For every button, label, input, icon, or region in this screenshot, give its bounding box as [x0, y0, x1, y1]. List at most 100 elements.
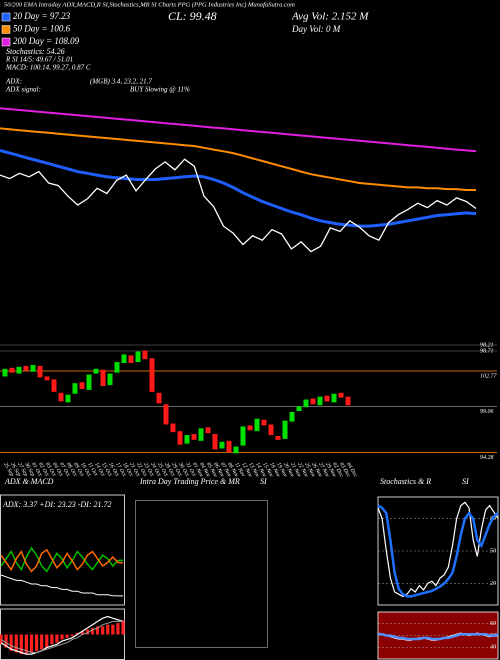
panel: [135, 500, 268, 648]
candle-body: [142, 350, 148, 360]
candle-body: [240, 426, 246, 446]
bar: [116, 623, 120, 635]
candle-body: [310, 398, 316, 405]
candle-body: [268, 424, 274, 436]
candle-body: [219, 441, 225, 449]
bar: [14, 634, 18, 653]
series-line: [0, 127, 476, 191]
series-line: [0, 574, 123, 597]
annotation: CL: 99.48: [168, 9, 217, 23]
annotation: Avg Vol: 2.152 M: [291, 11, 369, 23]
candle-body: [226, 440, 232, 453]
y-tick-label: 50: [490, 548, 496, 554]
series-line: [378, 633, 499, 641]
candle-body: [191, 434, 197, 440]
candle-body: [317, 396, 323, 406]
bar: [101, 626, 105, 635]
annotation: BUY Slowing @ 11%: [130, 86, 190, 94]
bar: [4, 634, 8, 648]
series-line: [0, 148, 477, 228]
candle-body: [205, 427, 211, 434]
top-label: 98.71: [480, 348, 494, 354]
chart-subtitle: ADX: 3.37 +DI: 23.23 -DI: 21.72: [2, 500, 112, 509]
candle-body: [58, 392, 64, 402]
bar: [40, 634, 44, 650]
candle-body: [23, 365, 29, 371]
annotation: R SI 14/5: 49.67 / 51.01: [5, 56, 73, 64]
bar: [121, 620, 125, 635]
candle-body: [65, 394, 71, 403]
candle-body: [51, 379, 57, 392]
candle-body: [16, 366, 22, 374]
y-tick-label: 20: [490, 581, 496, 587]
candle-body: [177, 431, 183, 445]
candle-body: [170, 423, 176, 433]
y-tick-label: 40: [490, 644, 496, 651]
candle-body: [324, 395, 330, 402]
top-label: 98.21: [480, 342, 494, 348]
panel: [0, 494, 125, 606]
candle-body: [156, 392, 162, 404]
candle-body: [296, 406, 302, 412]
y-tick-label: 102.77: [480, 373, 498, 379]
series-line: [0, 615, 124, 655]
bar: [34, 634, 39, 651]
candle-body: [86, 374, 92, 390]
candle-body: [331, 393, 337, 403]
candle-body: [93, 368, 99, 374]
series-line: [0, 548, 124, 573]
candle-body: [338, 392, 344, 398]
annotation: (MGB) 3.4, 23.2, 21.7: [90, 78, 152, 86]
candle-body: [345, 396, 351, 406]
y-tick-label: 60: [490, 621, 496, 627]
bar: [111, 624, 115, 635]
annotation: ADX signal:: [5, 86, 41, 94]
candle-body: [233, 446, 239, 454]
candle-body: [163, 404, 169, 425]
series-line: [0, 158, 477, 253]
candle-body: [254, 418, 260, 432]
candle-body: [275, 436, 281, 440]
legend-swatch: [1, 12, 11, 22]
candle-body: [303, 399, 309, 408]
chart-subtitle: SI: [462, 477, 469, 486]
candle-body: [198, 428, 204, 441]
chart-subtitle: SI: [260, 477, 267, 486]
candle-body: [9, 367, 15, 373]
legend-label: 20 Day = 97.23: [13, 11, 71, 21]
bar: [70, 634, 74, 637]
candle-body: [72, 383, 78, 394]
candle-body: [289, 412, 295, 422]
bar: [24, 634, 29, 655]
series-line: [0, 107, 477, 153]
candle-body: [135, 351, 141, 363]
candle-body: [184, 435, 190, 444]
candle-body: [2, 368, 8, 377]
bar: [106, 624, 110, 635]
series-line: [377, 504, 499, 598]
legend-swatch: [1, 25, 11, 34]
series-line: [377, 501, 499, 598]
annotation: MACD: 100.14, 99.27, 0.87 C: [5, 64, 91, 72]
bar: [50, 634, 54, 645]
y-tick-label: 99.06: [480, 409, 494, 415]
annotation: Stochastics: 54.26: [6, 47, 65, 56]
series-line: [0, 546, 124, 573]
bar: [9, 634, 13, 651]
bar: [55, 634, 59, 643]
candle-body: [37, 365, 43, 378]
annotation: ADX:: [5, 78, 22, 86]
bar: [29, 634, 34, 653]
candle-body: [261, 419, 267, 426]
chart-title: Intra Day Trading Price & MR: [139, 477, 240, 486]
candle-body: [128, 355, 134, 364]
legend-label: 200 Day = 108.09: [13, 36, 80, 46]
bar: [80, 631, 84, 635]
chart-title: 50/200 EMA Intraday ADX,MACD,R SI,Stocha…: [4, 1, 295, 8]
candle-body: [100, 369, 106, 387]
candle-body: [107, 373, 113, 386]
bar: [65, 634, 69, 638]
candle-body: [282, 420, 288, 439]
candle-body: [79, 382, 85, 389]
